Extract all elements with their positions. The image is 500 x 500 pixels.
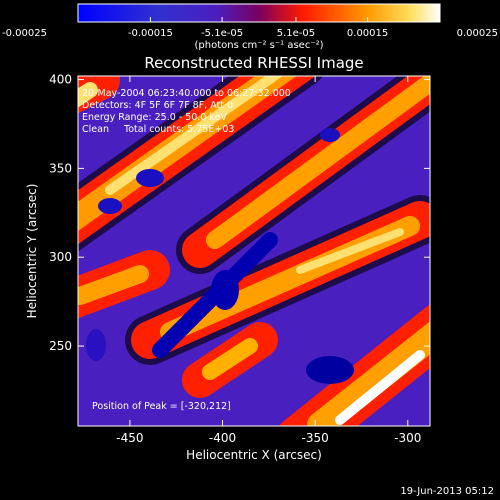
y-tick-label: 400 <box>49 73 72 87</box>
timestamp: 19-Jun-2013 05:12 <box>400 486 494 497</box>
negative-lows <box>86 128 354 384</box>
x-axis: -450 -400 -350 -300 <box>116 76 421 445</box>
colorbar-unit-label: (photons cm⁻² s⁻¹ asec⁻²) <box>194 40 323 51</box>
y-tick-label: 300 <box>49 250 72 264</box>
colorbar-tick-label: -0.00015 <box>128 28 173 39</box>
peak-position-annotation: Position of Peak = [-320,212] <box>92 401 231 412</box>
y-axis-label: Heliocentric Y (arcsec) <box>25 184 39 319</box>
colorbar-tick-label: -5.1e-05 <box>201 28 243 39</box>
y-tick-label: 350 <box>49 161 72 175</box>
y-tick-label: 250 <box>49 339 72 353</box>
plot-frame <box>77 75 431 427</box>
colorbar-tick-label: 0.00025 <box>457 28 498 39</box>
heatmap-image <box>78 76 430 426</box>
energy-range-annotation: Energy Range: 25.0 - 50.0 keV <box>82 112 227 123</box>
chart-title: Reconstructed RHESSI Image <box>144 54 363 72</box>
colorbar <box>77 3 441 23</box>
x-tick-label: -400 <box>209 431 236 445</box>
detectors-annotation: Detectors: 4F 5F 6F 7F 8F, Att 0 <box>82 100 233 111</box>
colorbar-tick-label: 0.00015 <box>347 28 388 39</box>
y-axis: 250 300 350 400 <box>49 73 430 353</box>
x-axis-label: Heliocentric X (arcsec) <box>186 448 322 462</box>
x-tick-label: -300 <box>394 431 421 445</box>
clean-counts-annotation: Clean Total counts: 5.75E+03 <box>82 124 234 135</box>
colorbar-tick-label: 5.1e-05 <box>277 28 315 39</box>
x-tick-label: -350 <box>302 431 329 445</box>
x-tick-label: -450 <box>116 431 143 445</box>
colorbar-ticks: -0.00025 -0.00015 -5.1e-05 5.1e-05 0.00015 0.… <box>2 17 498 39</box>
time-range-annotation: 20-May-2004 06:23:40.000 to 06:27:32.000 <box>82 88 291 99</box>
colorbar-tick-label: -0.00025 <box>2 28 47 39</box>
